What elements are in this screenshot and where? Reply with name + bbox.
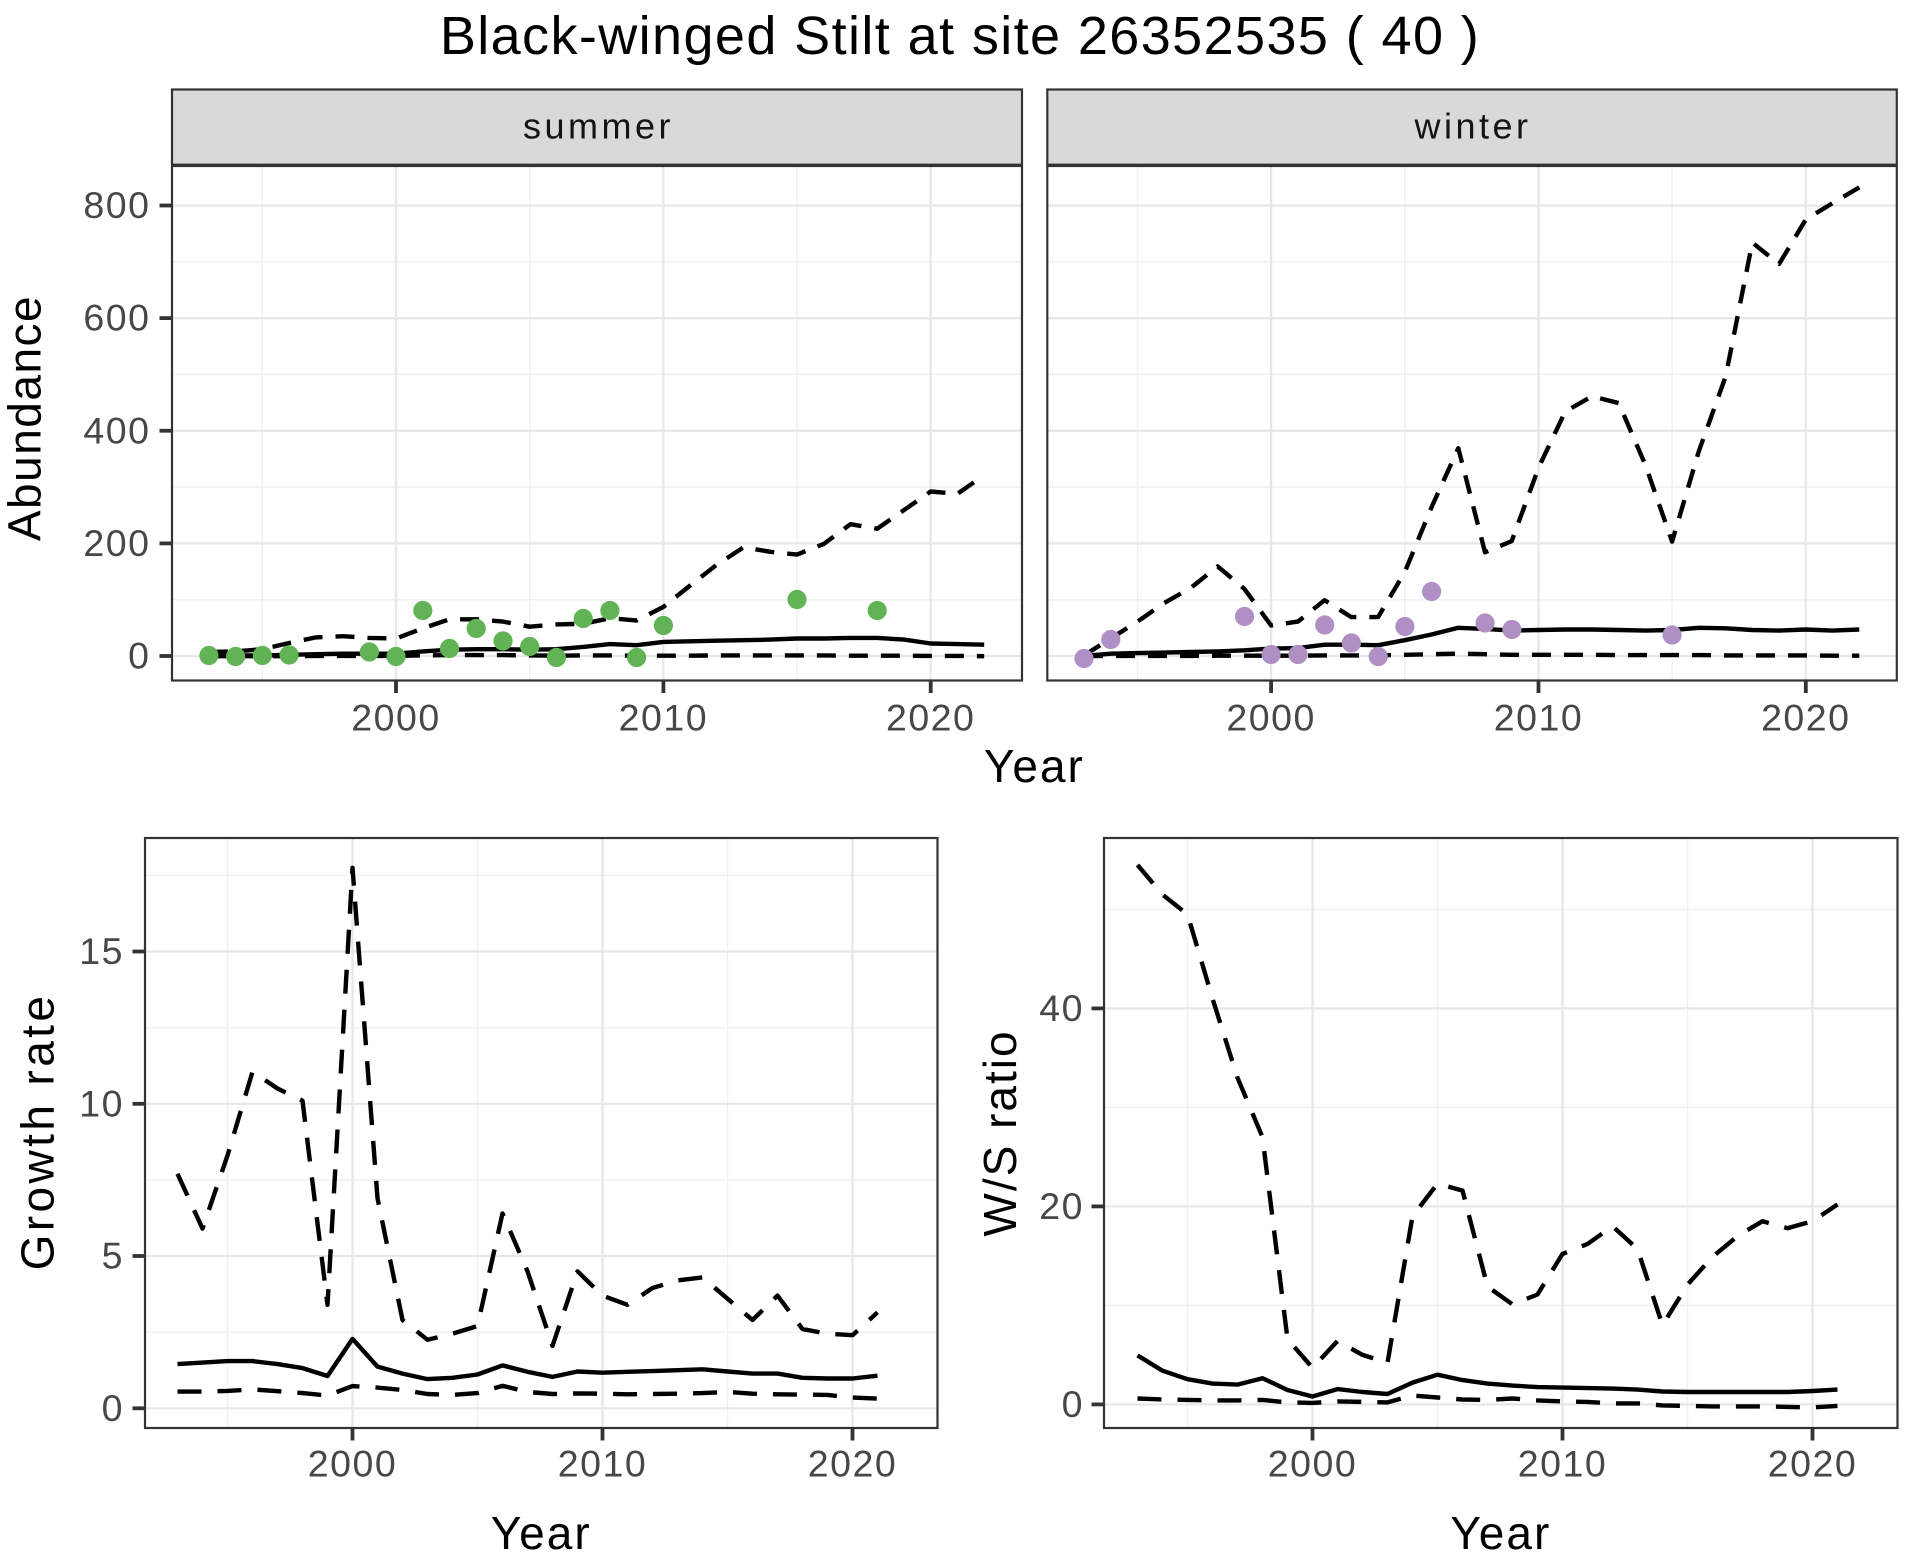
- svg-text:800: 800: [83, 184, 150, 226]
- svg-text:600: 600: [83, 297, 150, 339]
- svg-text:400: 400: [83, 409, 150, 451]
- svg-text:2020: 2020: [1761, 697, 1850, 739]
- svg-text:Black-winged Stilt at site 263: Black-winged Stilt at site 26352535 ( 40…: [440, 6, 1480, 66]
- svg-text:Growth rate: Growth rate: [12, 993, 64, 1271]
- svg-text:2010: 2010: [1494, 697, 1583, 739]
- svg-text:summer: summer: [523, 106, 674, 147]
- svg-text:2020: 2020: [808, 1443, 897, 1485]
- svg-text:2020: 2020: [1768, 1443, 1857, 1485]
- svg-text:0: 0: [128, 635, 150, 677]
- svg-text:winter: winter: [1413, 106, 1531, 147]
- svg-text:2000: 2000: [1226, 697, 1315, 739]
- svg-text:2000: 2000: [351, 697, 440, 739]
- svg-text:Year: Year: [984, 740, 1085, 792]
- svg-text:20: 20: [1039, 1185, 1084, 1227]
- svg-text:Year: Year: [491, 1507, 592, 1559]
- svg-text:0: 0: [102, 1387, 124, 1429]
- svg-text:15: 15: [79, 930, 124, 972]
- svg-text:2010: 2010: [558, 1443, 647, 1485]
- svg-text:10: 10: [79, 1082, 124, 1124]
- svg-text:2010: 2010: [619, 697, 708, 739]
- svg-text:W/S ratio: W/S ratio: [974, 1029, 1026, 1236]
- svg-text:2000: 2000: [1268, 1443, 1357, 1485]
- svg-text:2010: 2010: [1518, 1443, 1607, 1485]
- svg-text:Abundance: Abundance: [0, 295, 51, 541]
- svg-text:Year: Year: [1450, 1507, 1551, 1559]
- svg-text:2000: 2000: [308, 1443, 397, 1485]
- svg-text:2020: 2020: [886, 697, 975, 739]
- svg-text:40: 40: [1039, 987, 1084, 1029]
- svg-text:200: 200: [83, 522, 150, 564]
- svg-text:0: 0: [1062, 1383, 1084, 1425]
- svg-text:5: 5: [102, 1235, 124, 1277]
